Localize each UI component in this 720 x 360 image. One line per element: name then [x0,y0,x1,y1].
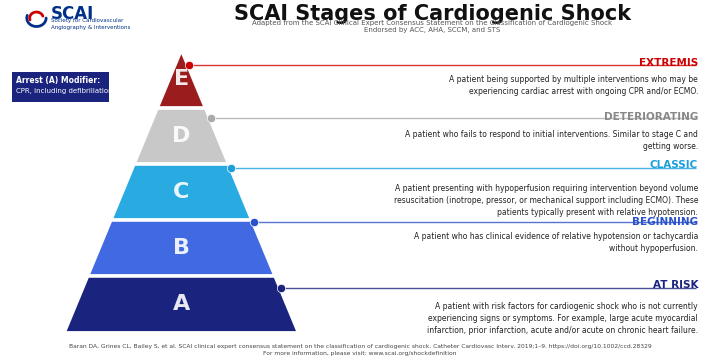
Text: B: B [173,238,190,258]
Text: E: E [174,69,189,90]
Polygon shape [112,165,251,219]
Text: EXTREMIS: EXTREMIS [639,58,698,68]
Text: BEGINNING: BEGINNING [632,217,698,227]
Text: A patient with risk factors for cardiogenic shock who is not currently
experienc: A patient with risk factors for cardioge… [427,302,698,335]
Text: D: D [172,126,191,146]
FancyBboxPatch shape [12,72,109,102]
Polygon shape [158,52,204,107]
Text: CPR, including defibrillation: CPR, including defibrillation [16,88,113,94]
Polygon shape [89,221,274,275]
Text: Arrest (A) Modifier:: Arrest (A) Modifier: [16,76,100,85]
Text: A patient who has clinical evidence of relative hypotension or tachycardia
witho: A patient who has clinical evidence of r… [414,232,698,253]
Text: Society for Cardiovascular
Angiography & Interventions: Society for Cardiovascular Angiography &… [51,18,130,30]
Text: A patient presenting with hypoperfusion requiring intervention beyond volume
res: A patient presenting with hypoperfusion … [394,184,698,217]
Text: AT RISK: AT RISK [652,280,698,290]
Text: Baran DA, Grines CL, Bailey S, et al. SCAI clinical expert consensus statement o: Baran DA, Grines CL, Bailey S, et al. SC… [68,344,652,356]
Text: A patient being supported by multiple interventions who may be
experiencing card: A patient being supported by multiple in… [449,75,698,96]
Text: DETERIORATING: DETERIORATING [603,112,698,122]
Text: SCAI Stages of Cardiogenic Shock: SCAI Stages of Cardiogenic Shock [234,4,631,24]
Text: CLASSIC: CLASSIC [649,160,698,170]
Text: C: C [173,182,189,202]
Text: Adapted from the SCAI Clinical Expert Consensus Statement on the Classification : Adapted from the SCAI Clinical Expert Co… [253,20,613,26]
Polygon shape [66,277,297,332]
Text: A: A [173,294,190,314]
Text: Endorsed by ACC, AHA, SCCM, and STS: Endorsed by ACC, AHA, SCCM, and STS [364,27,500,33]
Text: A patient who fails to respond to initial interventions. Similar to stage C and
: A patient who fails to respond to initia… [405,130,698,151]
Text: SCAI: SCAI [51,5,94,23]
Polygon shape [135,109,228,163]
